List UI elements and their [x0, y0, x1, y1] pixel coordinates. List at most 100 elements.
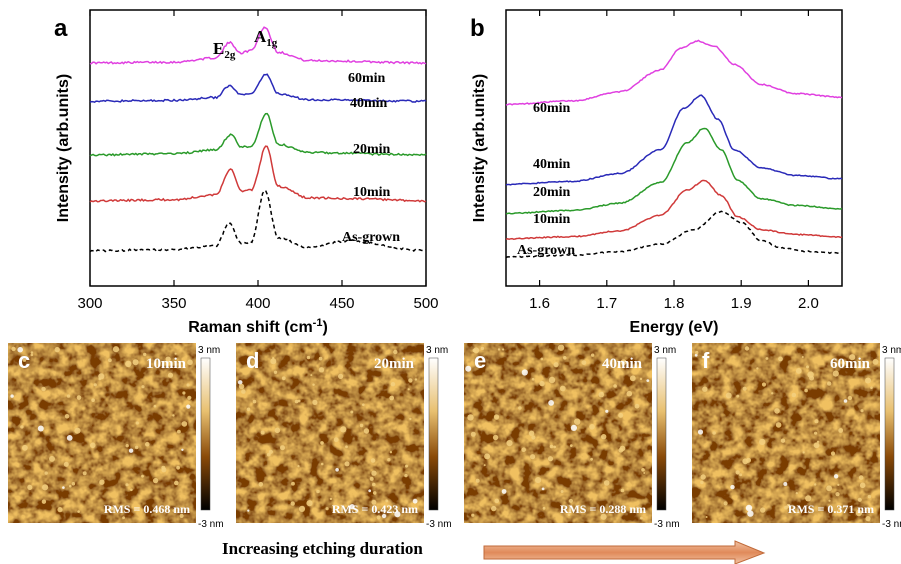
- afm-particle: [390, 382, 396, 387]
- afm-particle: [843, 399, 848, 403]
- afm-particle: [54, 346, 60, 353]
- panel-b-series-line-40min: [505, 94, 843, 186]
- panel-a-series-line-10min: [89, 145, 427, 203]
- afm-particle: [470, 431, 476, 437]
- afm-particle: [176, 465, 181, 470]
- afm-particle: [306, 355, 311, 360]
- afm-particle: [760, 507, 766, 513]
- afm-particle: [312, 383, 315, 386]
- afm-particle: [502, 348, 505, 351]
- panel-a-series-label-4: As-grown: [342, 230, 400, 245]
- afm-particle: [634, 403, 640, 409]
- afm-particle: [865, 516, 871, 522]
- afm-particle: [389, 395, 395, 401]
- afm-particle: [723, 501, 728, 506]
- afm-particle: [531, 377, 535, 381]
- afm-particle: [626, 390, 633, 397]
- panel-a-letter: a: [54, 15, 68, 42]
- afm-particle: [775, 422, 782, 428]
- afm-particle: [765, 357, 769, 360]
- panel-b-xlabel: Energy (eV): [630, 319, 719, 336]
- panel-a-ticks: 300 350 400 450 500: [77, 10, 439, 312]
- afm-particle: [641, 468, 645, 472]
- afm-particle: [112, 346, 120, 353]
- panel-a-xlabel: Raman shift (cm-1): [188, 317, 328, 336]
- afm-particle: [153, 404, 157, 408]
- panel-a-series-label-0: 60min: [348, 71, 386, 86]
- panel-a-series-line-as-grown: [89, 189, 427, 253]
- afm-particle: [338, 373, 344, 379]
- increasing-etching-label: Increasing etching duration: [222, 539, 423, 558]
- afm-particle: [125, 483, 129, 487]
- afm-particle: [542, 506, 546, 510]
- afm-particle: [408, 378, 413, 383]
- afm-particle: [759, 438, 766, 446]
- afm-particle: [354, 509, 360, 514]
- afm-panel-d: d 20min RMS = 0.423 nm 3 nm -3 nm: [236, 343, 452, 530]
- afm-particle: [521, 447, 526, 453]
- afm-particle: [143, 352, 147, 357]
- afm-particle: [407, 388, 410, 391]
- afm-particle: [108, 358, 112, 363]
- afm-particle: [41, 499, 47, 504]
- afm-scale-top-d: 3 nm: [426, 345, 448, 356]
- afm-particle: [560, 490, 564, 493]
- panel-b-xtick-label-4: 2.0: [798, 295, 819, 312]
- afm-particle: [589, 424, 595, 430]
- afm-particle: [553, 445, 556, 449]
- afm-colorbar-f: [884, 357, 895, 511]
- afm-particle: [90, 442, 96, 449]
- panel-a-xtick-label-0: 300: [77, 295, 102, 312]
- panel-a-series-line-40min: [89, 73, 427, 104]
- afm-image-e: [464, 343, 652, 523]
- afm-particle: [816, 440, 820, 443]
- afm-particle: [182, 391, 186, 395]
- afm-scale-bottom-e: -3 nm: [654, 519, 680, 530]
- afm-particle: [187, 395, 192, 400]
- afm-particle: [700, 474, 706, 480]
- afm-particle: [237, 380, 243, 385]
- afm-particle: [37, 425, 44, 432]
- afm-particle: [806, 365, 809, 369]
- afm-particle: [266, 452, 271, 457]
- afm-title-e: 40min: [602, 356, 643, 372]
- panel-b-xtick-label-2: 1.8: [664, 295, 685, 312]
- afm-particle: [603, 480, 610, 486]
- afm-particle: [64, 414, 70, 419]
- afm-particle: [82, 471, 87, 476]
- afm-particle: [826, 485, 832, 492]
- afm-particle: [74, 427, 81, 434]
- afm-particle: [744, 346, 750, 351]
- afm-title-f: 60min: [830, 356, 871, 372]
- panel-b-series-label-2: 20min: [533, 185, 571, 200]
- afm-particle: [700, 480, 704, 485]
- afm-particle: [783, 482, 788, 486]
- afm-particle: [530, 454, 536, 460]
- panel-b-series-line-60min: [505, 39, 843, 106]
- afm-particle: [11, 346, 16, 352]
- panel-a-ylabel: Intensity (arb.units): [55, 74, 72, 222]
- afm-particle: [335, 468, 339, 472]
- afm-particle: [639, 377, 643, 381]
- afm-particle: [640, 516, 643, 520]
- panel-b-series-label-0: 60min: [533, 101, 571, 116]
- panel-b-series-line-as-grown: [505, 210, 843, 259]
- afm-particle: [258, 482, 264, 487]
- afm-particle: [393, 349, 398, 355]
- afm-particle: [837, 483, 840, 486]
- afm-particle: [795, 368, 802, 374]
- afm-particle: [77, 510, 80, 513]
- afm-particle: [590, 353, 595, 357]
- afm-particle: [280, 445, 285, 451]
- afm-particle: [813, 442, 820, 449]
- afm-particle: [557, 344, 565, 351]
- afm-particle: [252, 399, 257, 404]
- afm-particle: [581, 360, 587, 365]
- afm-particle: [784, 505, 788, 510]
- afm-particle: [238, 383, 245, 390]
- panel-a-series-label-1: 40min: [350, 96, 388, 111]
- afm-particle: [109, 506, 114, 511]
- afm-particle: [167, 372, 174, 378]
- afm-colorbar-c: [200, 357, 211, 511]
